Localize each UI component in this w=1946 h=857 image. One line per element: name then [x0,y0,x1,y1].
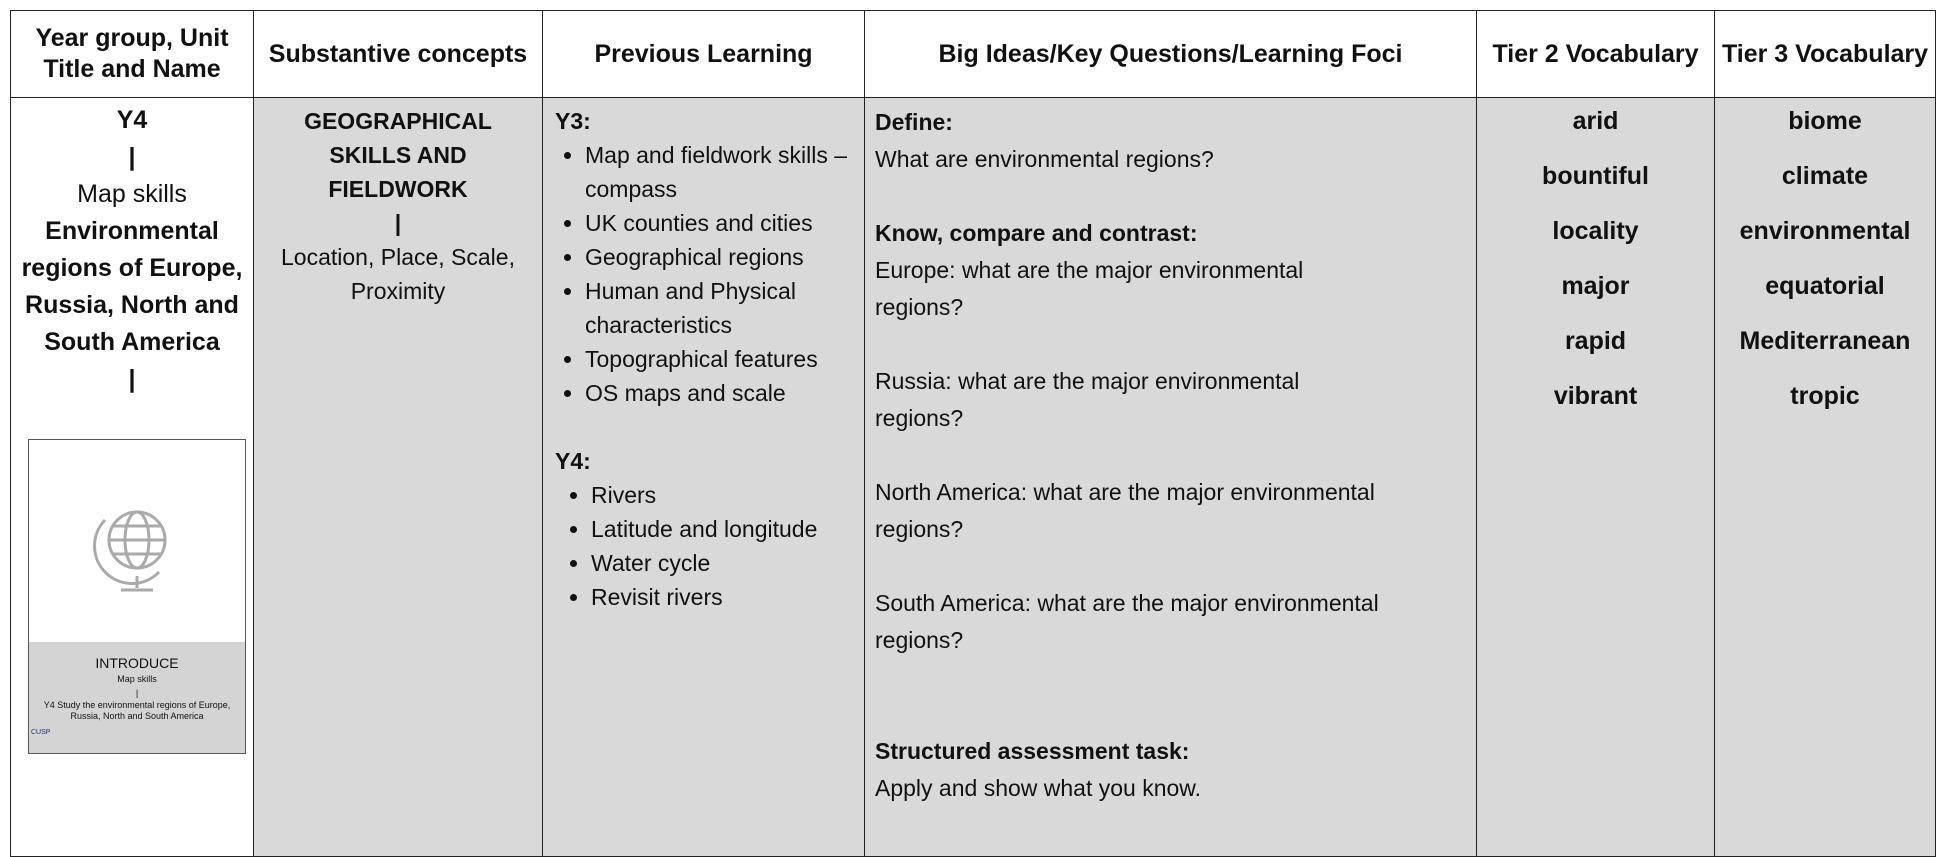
globe-icon [93,510,167,592]
learning-list: Map and fieldwork skills – compassUK cou… [555,138,860,410]
learning-item: Topographical features [585,342,860,376]
tier2-cell: arid bountiful locality major rapid vibrant [1476,97,1715,857]
vocab-word: locality [1552,217,1639,245]
question: Apply and show what you know. [875,775,1202,801]
column-header: Big Ideas/Key Questions/Learning Foci [864,10,1477,98]
vocab-word: climate [1781,162,1869,190]
learning-item: Map and fieldwork skills – compass [585,138,860,206]
separator: | [394,210,402,236]
vocab-word: environmental [1739,217,1911,245]
vocab-word: equatorial [1765,272,1885,300]
learning-item: Water cycle [591,546,860,580]
unit-title: Environmental regions of Europe, Russia,… [21,217,243,356]
thumbnail-separator: | [135,688,139,698]
vocab-word: rapid [1564,327,1627,355]
topic: Map skills [77,180,187,208]
question: North America: what are the major enviro… [875,479,1375,542]
learning-item: OS maps and scale [585,376,860,410]
vocab-word: arid [1572,107,1619,135]
vocab-word: tropic [1790,382,1860,410]
learning-item: Human and Physical characteristics [585,274,860,342]
idea-section: Structured assessment task: Apply and sho… [875,733,1466,807]
learning-list: RiversLatitude and longitudeWater cycleR… [555,478,860,614]
column-header: Previous Learning [542,10,865,98]
tier3-cell: biome climate environmental equatorial Medit… [1714,97,1936,857]
big-ideas-cell: Define: What are environmental regions? Kn… [864,97,1477,857]
thumbnail-topic: Map skills [117,674,157,684]
idea-section: Define: What are environmental regions? [875,104,1466,178]
concept-detail: Location, Place, Scale, Proximity [281,244,515,304]
group-heading: Y4: [555,448,591,474]
learning-item: Revisit rivers [591,580,860,614]
column-header: Tier 3 Vocabulary [1714,10,1936,98]
concept-title: GEOGRAPHICAL SKILLS AND FIELDWORK [304,108,492,202]
vocab-word: bountiful [1542,162,1649,190]
question: Europe: what are the major environmental… [875,257,1304,320]
unit-cell: Y4 | Map skills Environmental regions of… [10,97,254,857]
thumbnail-band: INTRODUCE Map skills | Y4 Study the envi… [29,642,245,753]
group-heading: Y3: [555,108,591,134]
learning-group: Y4:RiversLatitude and longitudeWater cyc… [555,444,860,614]
learning-item: Rivers [591,478,860,512]
previous-learning-cell: Y3: Map and fieldwork skills – compassUK … [542,97,865,857]
thumbnail: INTRODUCE Map skills | Y4 Study the envi… [28,439,246,754]
vocab-word: biome [1788,107,1862,135]
thumbnail-logo: CUSP [31,729,51,736]
concepts-cell: GEOGRAPHICAL SKILLS AND FIELDWORK | Loca… [253,97,543,857]
thumbnail-label: INTRODUCE [95,655,179,671]
learning-item: Latitude and longitude [591,512,860,546]
section-heading: Define: [875,109,953,135]
separator: | [128,143,136,171]
question: What are environmental regions? [875,146,1214,172]
separator: | [128,365,136,393]
section-heading: Know, compare and contrast: [875,220,1198,246]
vocab-word: major [1561,272,1630,300]
vocab-word: Mediterranean [1739,327,1911,355]
learning-group: Y3: Map and fieldwork skills – compassUK … [555,104,860,410]
question: Russia: what are the major environmental… [875,368,1300,431]
column-header: Substantive concepts [253,10,543,98]
thumbnail-description: Y4 Study the environmental regions of Eu… [43,700,231,721]
vocab-word: vibrant [1553,382,1638,410]
column-header: Year group, Unit Title and Name [10,10,254,98]
question: South America: what are the major enviro… [875,590,1379,653]
idea-section: Know, compare and contrast: Europe: what … [875,215,1466,659]
year: Y4 [116,106,148,134]
learning-item: UK counties and cities [585,206,860,240]
section-heading: Structured assessment task: [875,738,1190,764]
learning-item: Geographical regions [585,240,860,274]
